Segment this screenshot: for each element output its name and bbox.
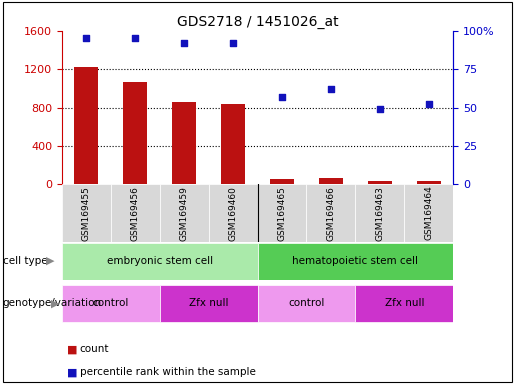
Bar bbox=[417, 181, 441, 184]
Text: GSM169460: GSM169460 bbox=[229, 186, 237, 240]
Bar bbox=[111, 184, 160, 242]
Text: Zfx null: Zfx null bbox=[189, 298, 228, 308]
Bar bbox=[319, 178, 343, 184]
Point bbox=[82, 35, 91, 41]
Text: control: control bbox=[93, 298, 129, 308]
Text: Zfx null: Zfx null bbox=[385, 298, 424, 308]
Text: GDS2718 / 1451026_at: GDS2718 / 1451026_at bbox=[177, 15, 338, 29]
Bar bbox=[160, 285, 258, 322]
Bar bbox=[258, 184, 306, 242]
Text: cell type: cell type bbox=[3, 256, 47, 266]
Bar bbox=[368, 182, 392, 184]
Text: GSM169455: GSM169455 bbox=[82, 186, 91, 240]
Bar bbox=[258, 285, 355, 322]
Text: GSM169463: GSM169463 bbox=[375, 186, 384, 240]
Text: ▶: ▶ bbox=[46, 256, 55, 266]
Point bbox=[375, 106, 384, 112]
Text: embryonic stem cell: embryonic stem cell bbox=[107, 256, 213, 266]
Bar bbox=[62, 285, 160, 322]
Bar bbox=[258, 243, 453, 280]
Point bbox=[131, 35, 139, 41]
Point bbox=[229, 40, 237, 46]
Text: hematopoietic stem cell: hematopoietic stem cell bbox=[293, 256, 418, 266]
Point bbox=[278, 94, 286, 100]
Text: ■: ■ bbox=[67, 367, 77, 377]
Text: GSM169466: GSM169466 bbox=[327, 186, 335, 240]
Bar bbox=[209, 184, 258, 242]
Point bbox=[327, 86, 335, 92]
Text: count: count bbox=[80, 344, 109, 354]
Bar bbox=[355, 285, 453, 322]
Bar bbox=[62, 184, 111, 242]
Text: GSM169456: GSM169456 bbox=[131, 186, 140, 240]
Bar bbox=[160, 184, 209, 242]
Bar bbox=[306, 184, 355, 242]
Text: ■: ■ bbox=[67, 344, 77, 354]
Bar bbox=[221, 104, 245, 184]
Text: GSM169459: GSM169459 bbox=[180, 186, 188, 240]
Bar bbox=[270, 179, 294, 184]
Text: GSM169464: GSM169464 bbox=[424, 186, 433, 240]
Bar bbox=[355, 184, 404, 242]
Bar bbox=[404, 184, 453, 242]
Point bbox=[424, 101, 433, 108]
Bar bbox=[74, 67, 98, 184]
Bar bbox=[123, 81, 147, 184]
Point bbox=[180, 40, 188, 46]
Text: percentile rank within the sample: percentile rank within the sample bbox=[80, 367, 256, 377]
Text: GSM169465: GSM169465 bbox=[278, 186, 286, 240]
Text: ▶: ▶ bbox=[52, 298, 60, 308]
Text: genotype/variation: genotype/variation bbox=[3, 298, 101, 308]
Text: control: control bbox=[288, 298, 324, 308]
Bar bbox=[62, 243, 258, 280]
Bar bbox=[172, 102, 196, 184]
